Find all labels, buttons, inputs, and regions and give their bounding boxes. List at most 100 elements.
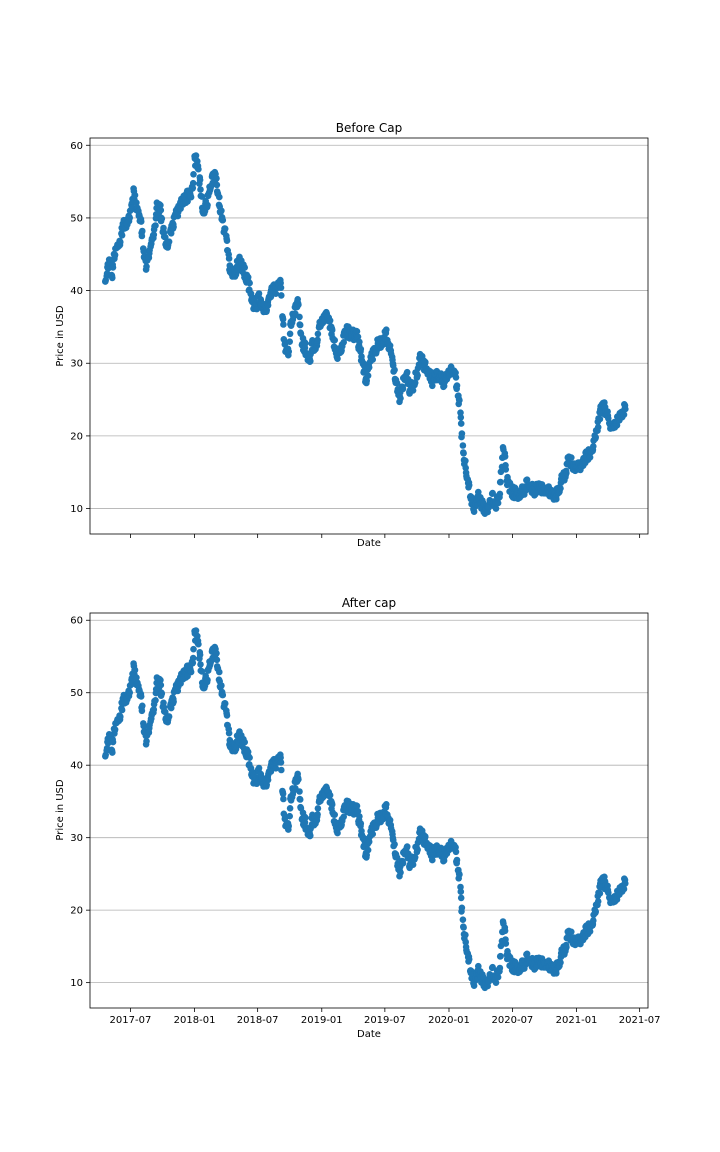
data-point xyxy=(458,430,466,437)
data-point xyxy=(246,754,253,761)
data-point xyxy=(138,707,146,715)
y-tick-label: 10 xyxy=(70,504,83,515)
data-point xyxy=(157,206,165,214)
data-point xyxy=(411,379,419,387)
data-point xyxy=(357,345,365,353)
data-point xyxy=(391,841,398,848)
y-tick-label: 50 xyxy=(70,213,83,224)
x-tick-label: 2021-07 xyxy=(619,1015,661,1026)
data-point xyxy=(195,165,202,173)
x-tick-label: 2017-07 xyxy=(110,1015,152,1026)
data-point xyxy=(363,377,371,385)
data-point xyxy=(241,738,248,746)
y-tick-label: 30 xyxy=(70,833,83,844)
data-point xyxy=(594,423,602,431)
data-point xyxy=(411,854,419,861)
data-point xyxy=(470,508,478,515)
after-cap-chart: After cap Date Price in USD 10 20 30 40 50 60… xyxy=(55,596,661,1040)
data-point xyxy=(170,223,177,231)
y-tick-label: 60 xyxy=(70,616,83,627)
data-point xyxy=(475,962,482,970)
data-point xyxy=(158,690,166,697)
data-point xyxy=(165,238,173,245)
data-point xyxy=(295,776,302,783)
data-point xyxy=(280,321,287,328)
data-point xyxy=(331,811,339,818)
x-tick-label: 2019-07 xyxy=(364,1015,406,1026)
data-point xyxy=(594,898,602,905)
data-point xyxy=(501,927,509,935)
data-point xyxy=(157,676,164,684)
data-point xyxy=(131,191,139,199)
y-tick-label: 20 xyxy=(70,906,83,917)
data-point xyxy=(196,651,204,659)
data-point xyxy=(272,290,280,298)
data-point xyxy=(452,374,460,381)
data-point xyxy=(296,313,303,321)
data-point xyxy=(111,726,119,733)
data-point xyxy=(221,225,229,233)
data-point xyxy=(143,737,150,745)
data-point xyxy=(192,627,200,634)
data-point xyxy=(253,305,261,313)
data-point xyxy=(470,982,478,989)
data-point xyxy=(492,505,500,512)
data-point xyxy=(452,848,460,856)
x-axis-ticks: 2017-07 2018-01 2018-07 2019-01 2019-07 2020-… xyxy=(110,1008,661,1026)
data-point xyxy=(189,179,197,187)
data-point xyxy=(296,796,304,803)
data-point xyxy=(223,237,231,244)
data-point xyxy=(221,700,229,707)
data-point xyxy=(109,274,116,282)
data-point xyxy=(496,964,504,972)
x-tick-label: 2018-01 xyxy=(174,1015,216,1026)
data-point xyxy=(354,808,362,815)
data-point xyxy=(399,860,407,867)
y-axis-ticks: 10 20 30 40 50 60 xyxy=(70,141,90,515)
data-point xyxy=(328,801,336,808)
plot-frame xyxy=(89,612,649,1009)
data-point xyxy=(456,397,463,404)
y-tick-label: 30 xyxy=(70,359,83,370)
data-point xyxy=(314,336,321,344)
data-point xyxy=(307,357,314,365)
data-point xyxy=(204,676,211,684)
data-point xyxy=(118,706,126,714)
data-point xyxy=(117,713,124,720)
data-point xyxy=(383,801,390,808)
data-point xyxy=(369,356,377,363)
chart-title: After cap xyxy=(342,596,396,610)
data-point xyxy=(158,215,166,222)
y-tick-label: 10 xyxy=(70,978,83,989)
data-point xyxy=(157,681,165,689)
data-point xyxy=(267,293,275,301)
x-tick-label: 2020-07 xyxy=(492,1015,534,1026)
data-point xyxy=(489,489,496,497)
data-point xyxy=(457,414,465,421)
data-point xyxy=(157,201,164,209)
data-point xyxy=(216,193,223,201)
data-point xyxy=(138,232,146,240)
data-point xyxy=(568,928,575,936)
data-point xyxy=(523,950,531,958)
data-point xyxy=(494,499,502,507)
data-point xyxy=(620,885,628,893)
data-point xyxy=(137,218,145,225)
data-point xyxy=(285,348,293,355)
data-point xyxy=(459,442,467,449)
data-point xyxy=(187,668,195,676)
data-point xyxy=(204,201,211,209)
data-point xyxy=(190,171,197,178)
data-point xyxy=(457,894,465,902)
data-point xyxy=(557,485,564,492)
data-point xyxy=(267,768,275,775)
data-point xyxy=(170,698,177,705)
data-point xyxy=(285,822,293,830)
data-point xyxy=(462,931,469,939)
data-point xyxy=(460,924,467,931)
data-point xyxy=(460,450,467,457)
data-point xyxy=(192,152,200,159)
data-point xyxy=(219,216,227,224)
data-point xyxy=(356,813,363,820)
data-point xyxy=(118,232,126,239)
